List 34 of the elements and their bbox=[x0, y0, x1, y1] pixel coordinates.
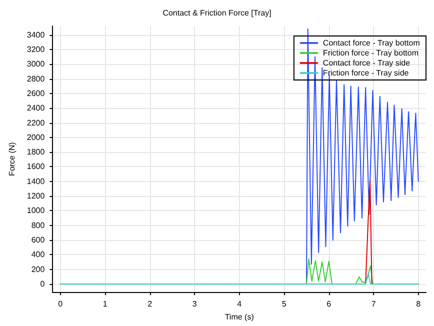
x-tick-label: 0 bbox=[58, 300, 64, 309]
legend-label: Friction force - Tray side bbox=[322, 68, 410, 78]
y-tick-label: 3000 bbox=[26, 60, 46, 69]
x-tick-label: 4 bbox=[237, 300, 242, 309]
y-axis-title: Force (N) bbox=[8, 142, 16, 176]
y-tick-label: 2000 bbox=[26, 132, 46, 142]
y-tick-label: 2600 bbox=[26, 88, 46, 98]
y-tick-label: 800 bbox=[31, 220, 46, 230]
x-axis-title: Time (s) bbox=[224, 312, 254, 322]
legend-label: Friction force - Tray bottom bbox=[322, 48, 419, 58]
y-tick-label: 3200 bbox=[26, 44, 46, 54]
y-tick-label: 0 bbox=[40, 280, 46, 289]
x-tick-label: 3 bbox=[192, 300, 198, 309]
x-tick-label: 2 bbox=[148, 300, 153, 309]
y-tick-label: 1400 bbox=[26, 176, 46, 186]
y-tick-label: 1000 bbox=[26, 206, 46, 216]
x-tick-label: 7 bbox=[371, 300, 376, 309]
legend-label: Contact force - Tray bottom bbox=[322, 38, 420, 48]
y-tick-label: 1800 bbox=[26, 148, 46, 157]
x-tick-label: 5 bbox=[282, 300, 287, 309]
x-tick-label: 6 bbox=[326, 300, 332, 309]
y-tick-label: 1600 bbox=[26, 162, 46, 172]
y-tick-label: 1200 bbox=[26, 192, 46, 201]
y-tick-label: 3400 bbox=[26, 30, 46, 40]
legend-label: Contact force - Tray side bbox=[322, 58, 411, 68]
y-tick-label: 2400 bbox=[26, 104, 46, 113]
y-tick-label: 400 bbox=[31, 250, 46, 260]
x-tick-label: 8 bbox=[416, 300, 422, 309]
chart-title: Contact & Friction Force [Tray] bbox=[162, 8, 272, 18]
y-tick-label: 600 bbox=[31, 236, 46, 245]
y-tick-label: 200 bbox=[31, 264, 46, 274]
x-tick-label: 1 bbox=[102, 300, 108, 309]
y-tick-label: 2200 bbox=[26, 118, 46, 128]
y-tick-label: 2800 bbox=[26, 74, 46, 84]
